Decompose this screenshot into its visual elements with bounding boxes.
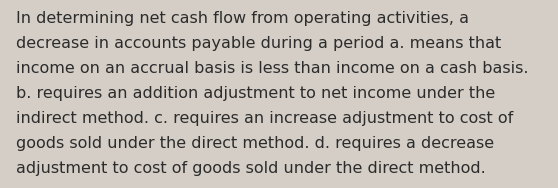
Text: b. requires an addition adjustment to net income under the: b. requires an addition adjustment to ne… [16,86,495,101]
Text: indirect method. c. requires an increase adjustment to cost of: indirect method. c. requires an increase… [16,111,513,126]
Text: income on an accrual basis is less than income on a cash basis.: income on an accrual basis is less than … [16,61,528,76]
Text: In determining net cash flow from operating activities, a: In determining net cash flow from operat… [16,11,469,26]
Text: decrease in accounts payable during a period a. means that: decrease in accounts payable during a pe… [16,36,501,51]
Text: goods sold under the direct method. d. requires a decrease: goods sold under the direct method. d. r… [16,136,494,151]
Text: adjustment to cost of goods sold under the direct method.: adjustment to cost of goods sold under t… [16,161,485,176]
